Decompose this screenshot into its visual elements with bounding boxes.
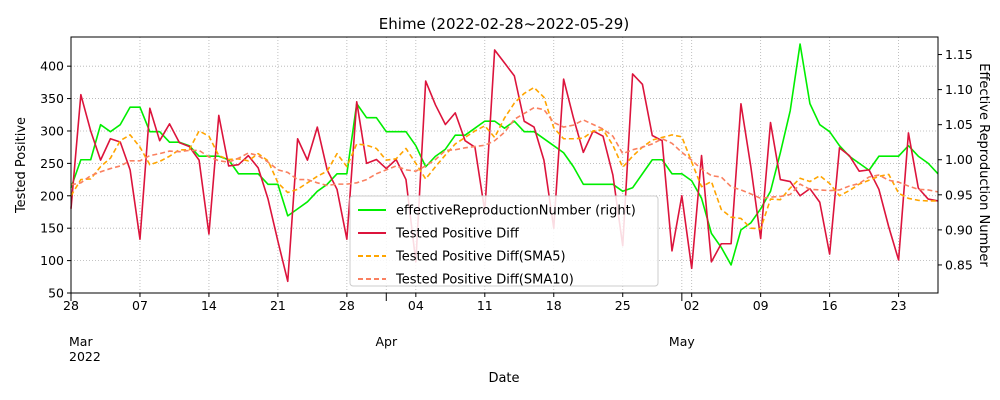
x-tick-label: 28 [63,298,79,313]
y-axis-label-left: Tested Positive [14,117,29,214]
x-axis-label: Date [488,371,519,386]
y-tick-label-left: 100 [40,253,64,268]
y-tick-label-left: 350 [40,91,64,106]
month-label: Apr [375,334,397,349]
y-tick-label-left: 50 [48,286,64,301]
legend-box [349,195,659,287]
series-line-3 [70,86,938,230]
y-tick-label-right: 1.10 [945,82,973,97]
x-tick-label: 21 [270,298,286,313]
y-tick-label-left: 150 [40,221,64,236]
left-axis: 50 100 150 200 250 300 350 400 [40,59,71,301]
y-tick-label-right: 0.90 [945,222,973,237]
x-tick-label: 11 [477,298,493,313]
y-tick-label-right: 1.05 [945,117,973,132]
month-label: Mar [69,334,93,349]
y-tick-label-right: 0.95 [945,187,973,202]
legend-label: effectiveReproductionNumber (right) [396,204,636,219]
x-tick-label: 09 [753,298,769,313]
y-tick-label-left: 400 [40,59,64,74]
legend-label: Tested Positive Diff(SMA10) [395,273,574,288]
x-tick-label: 28 [339,298,355,313]
y-tick-label-right: 1.15 [945,47,973,62]
y-tick-label-left: 200 [40,188,64,203]
series-layer [70,43,939,283]
x-tick-label: 18 [546,298,562,313]
x-tick-label: 02 [684,298,700,313]
month-label: May [669,334,695,349]
y-tick-label-right: 1.00 [945,152,973,167]
x-tick-label: 23 [891,298,907,313]
series-line-2 [70,49,939,283]
plot-frame [70,36,939,294]
year-label: 2022 [69,349,101,364]
x-tick-label: 04 [408,298,424,313]
legend-label: Tested Positive Diff(SMA5) [395,250,566,265]
legend-label: Tested Positive Diff [395,227,520,242]
y-tick-label-left: 250 [40,156,64,171]
y-tick-label-right: 0.85 [945,257,973,272]
x-tick-label: 07 [132,298,148,313]
series-line-4 [70,106,939,200]
right-axis: 0.85 0.90 0.95 1.00 1.05 1.10 1.15 [938,47,973,272]
x-tick-label: 16 [822,298,838,313]
x-tick-label: 25 [615,298,631,313]
legend: effectiveReproductionNumber (right) Teste… [349,195,659,288]
chart-title: Ehime (2022-02-28~2022-05-29) [379,15,629,33]
y-tick-label-left: 300 [40,123,64,138]
x-tick-label: 14 [201,298,217,313]
y-axis-label-right: Effective Reproduction Number [976,63,991,267]
